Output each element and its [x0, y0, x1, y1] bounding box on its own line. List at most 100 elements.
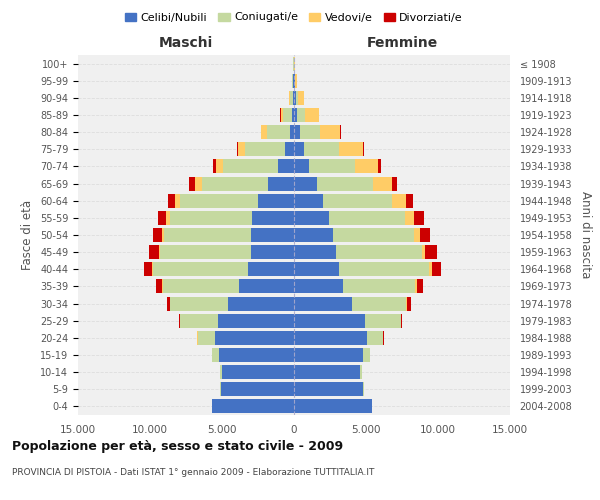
Bar [268, 176, 294, 190]
Bar [416, 280, 424, 293]
Bar [338, 142, 363, 156]
Bar [422, 245, 425, 259]
Bar [365, 314, 401, 328]
Bar [163, 280, 239, 293]
Bar [294, 245, 336, 259]
Bar [266, 125, 290, 139]
Bar [367, 331, 383, 345]
Bar [289, 91, 290, 105]
Bar [392, 194, 406, 207]
Bar [228, 296, 294, 310]
Bar [180, 194, 258, 207]
Bar [413, 228, 419, 242]
Bar [343, 280, 415, 293]
Bar [180, 314, 218, 328]
Bar [202, 176, 268, 190]
Bar [167, 194, 175, 207]
Legend: Celibi/Nubili, Coniugati/e, Vedovi/e, Divorziati/e: Celibi/Nubili, Coniugati/e, Vedovi/e, Di… [121, 8, 467, 27]
Text: Popolazione per età, sesso e stato civile - 2009: Popolazione per età, sesso e stato civil… [12, 440, 343, 453]
Bar [143, 262, 152, 276]
Bar [220, 382, 221, 396]
Bar [297, 108, 305, 122]
Bar [294, 125, 300, 139]
Bar [223, 160, 278, 173]
Bar [221, 382, 294, 396]
Bar [320, 125, 340, 139]
Bar [290, 91, 293, 105]
Bar [252, 211, 294, 225]
Y-axis label: Fasce di età: Fasce di età [22, 200, 34, 270]
Bar [294, 314, 365, 328]
Bar [157, 280, 163, 293]
Bar [152, 262, 153, 276]
Bar [360, 365, 362, 379]
Bar [167, 296, 170, 310]
Bar [248, 262, 294, 276]
Bar [175, 194, 180, 207]
Bar [170, 211, 252, 225]
Bar [251, 245, 294, 259]
Bar [261, 125, 266, 139]
Bar [294, 262, 338, 276]
Bar [294, 160, 309, 173]
Bar [283, 108, 292, 122]
Bar [415, 280, 416, 293]
Bar [317, 176, 373, 190]
Bar [294, 365, 360, 379]
Bar [294, 74, 295, 88]
Bar [212, 348, 219, 362]
Bar [222, 365, 294, 379]
Bar [304, 142, 338, 156]
Bar [195, 176, 202, 190]
Bar [286, 142, 294, 156]
Bar [190, 176, 195, 190]
Bar [333, 228, 413, 242]
Bar [305, 108, 319, 122]
Bar [295, 74, 297, 88]
Bar [237, 142, 238, 156]
Bar [363, 142, 364, 156]
Bar [296, 91, 298, 105]
Y-axis label: Anni di nascita: Anni di nascita [579, 192, 592, 278]
Bar [215, 331, 294, 345]
Bar [219, 348, 294, 362]
Bar [363, 382, 364, 396]
Bar [153, 262, 248, 276]
Bar [166, 211, 170, 225]
Bar [164, 228, 251, 242]
Bar [294, 211, 329, 225]
Bar [373, 176, 392, 190]
Bar [407, 296, 410, 310]
Bar [213, 160, 216, 173]
Bar [149, 245, 159, 259]
Bar [405, 211, 414, 225]
Bar [238, 142, 245, 156]
Bar [294, 142, 304, 156]
Bar [336, 245, 422, 259]
Bar [309, 160, 355, 173]
Bar [159, 245, 160, 259]
Bar [294, 296, 352, 310]
Bar [158, 211, 166, 225]
Bar [419, 228, 430, 242]
Bar [162, 228, 164, 242]
Bar [294, 176, 317, 190]
Bar [170, 296, 228, 310]
Bar [414, 211, 424, 225]
Text: Maschi: Maschi [159, 36, 213, 50]
Bar [392, 176, 397, 190]
Bar [290, 125, 294, 139]
Bar [294, 108, 297, 122]
Bar [294, 228, 333, 242]
Bar [430, 262, 431, 276]
Bar [153, 228, 162, 242]
Bar [179, 314, 180, 328]
Bar [378, 160, 381, 173]
Bar [294, 382, 363, 396]
Bar [197, 331, 215, 345]
Bar [294, 331, 367, 345]
Bar [278, 160, 294, 173]
Bar [258, 194, 294, 207]
Bar [251, 228, 294, 242]
Bar [363, 348, 370, 362]
